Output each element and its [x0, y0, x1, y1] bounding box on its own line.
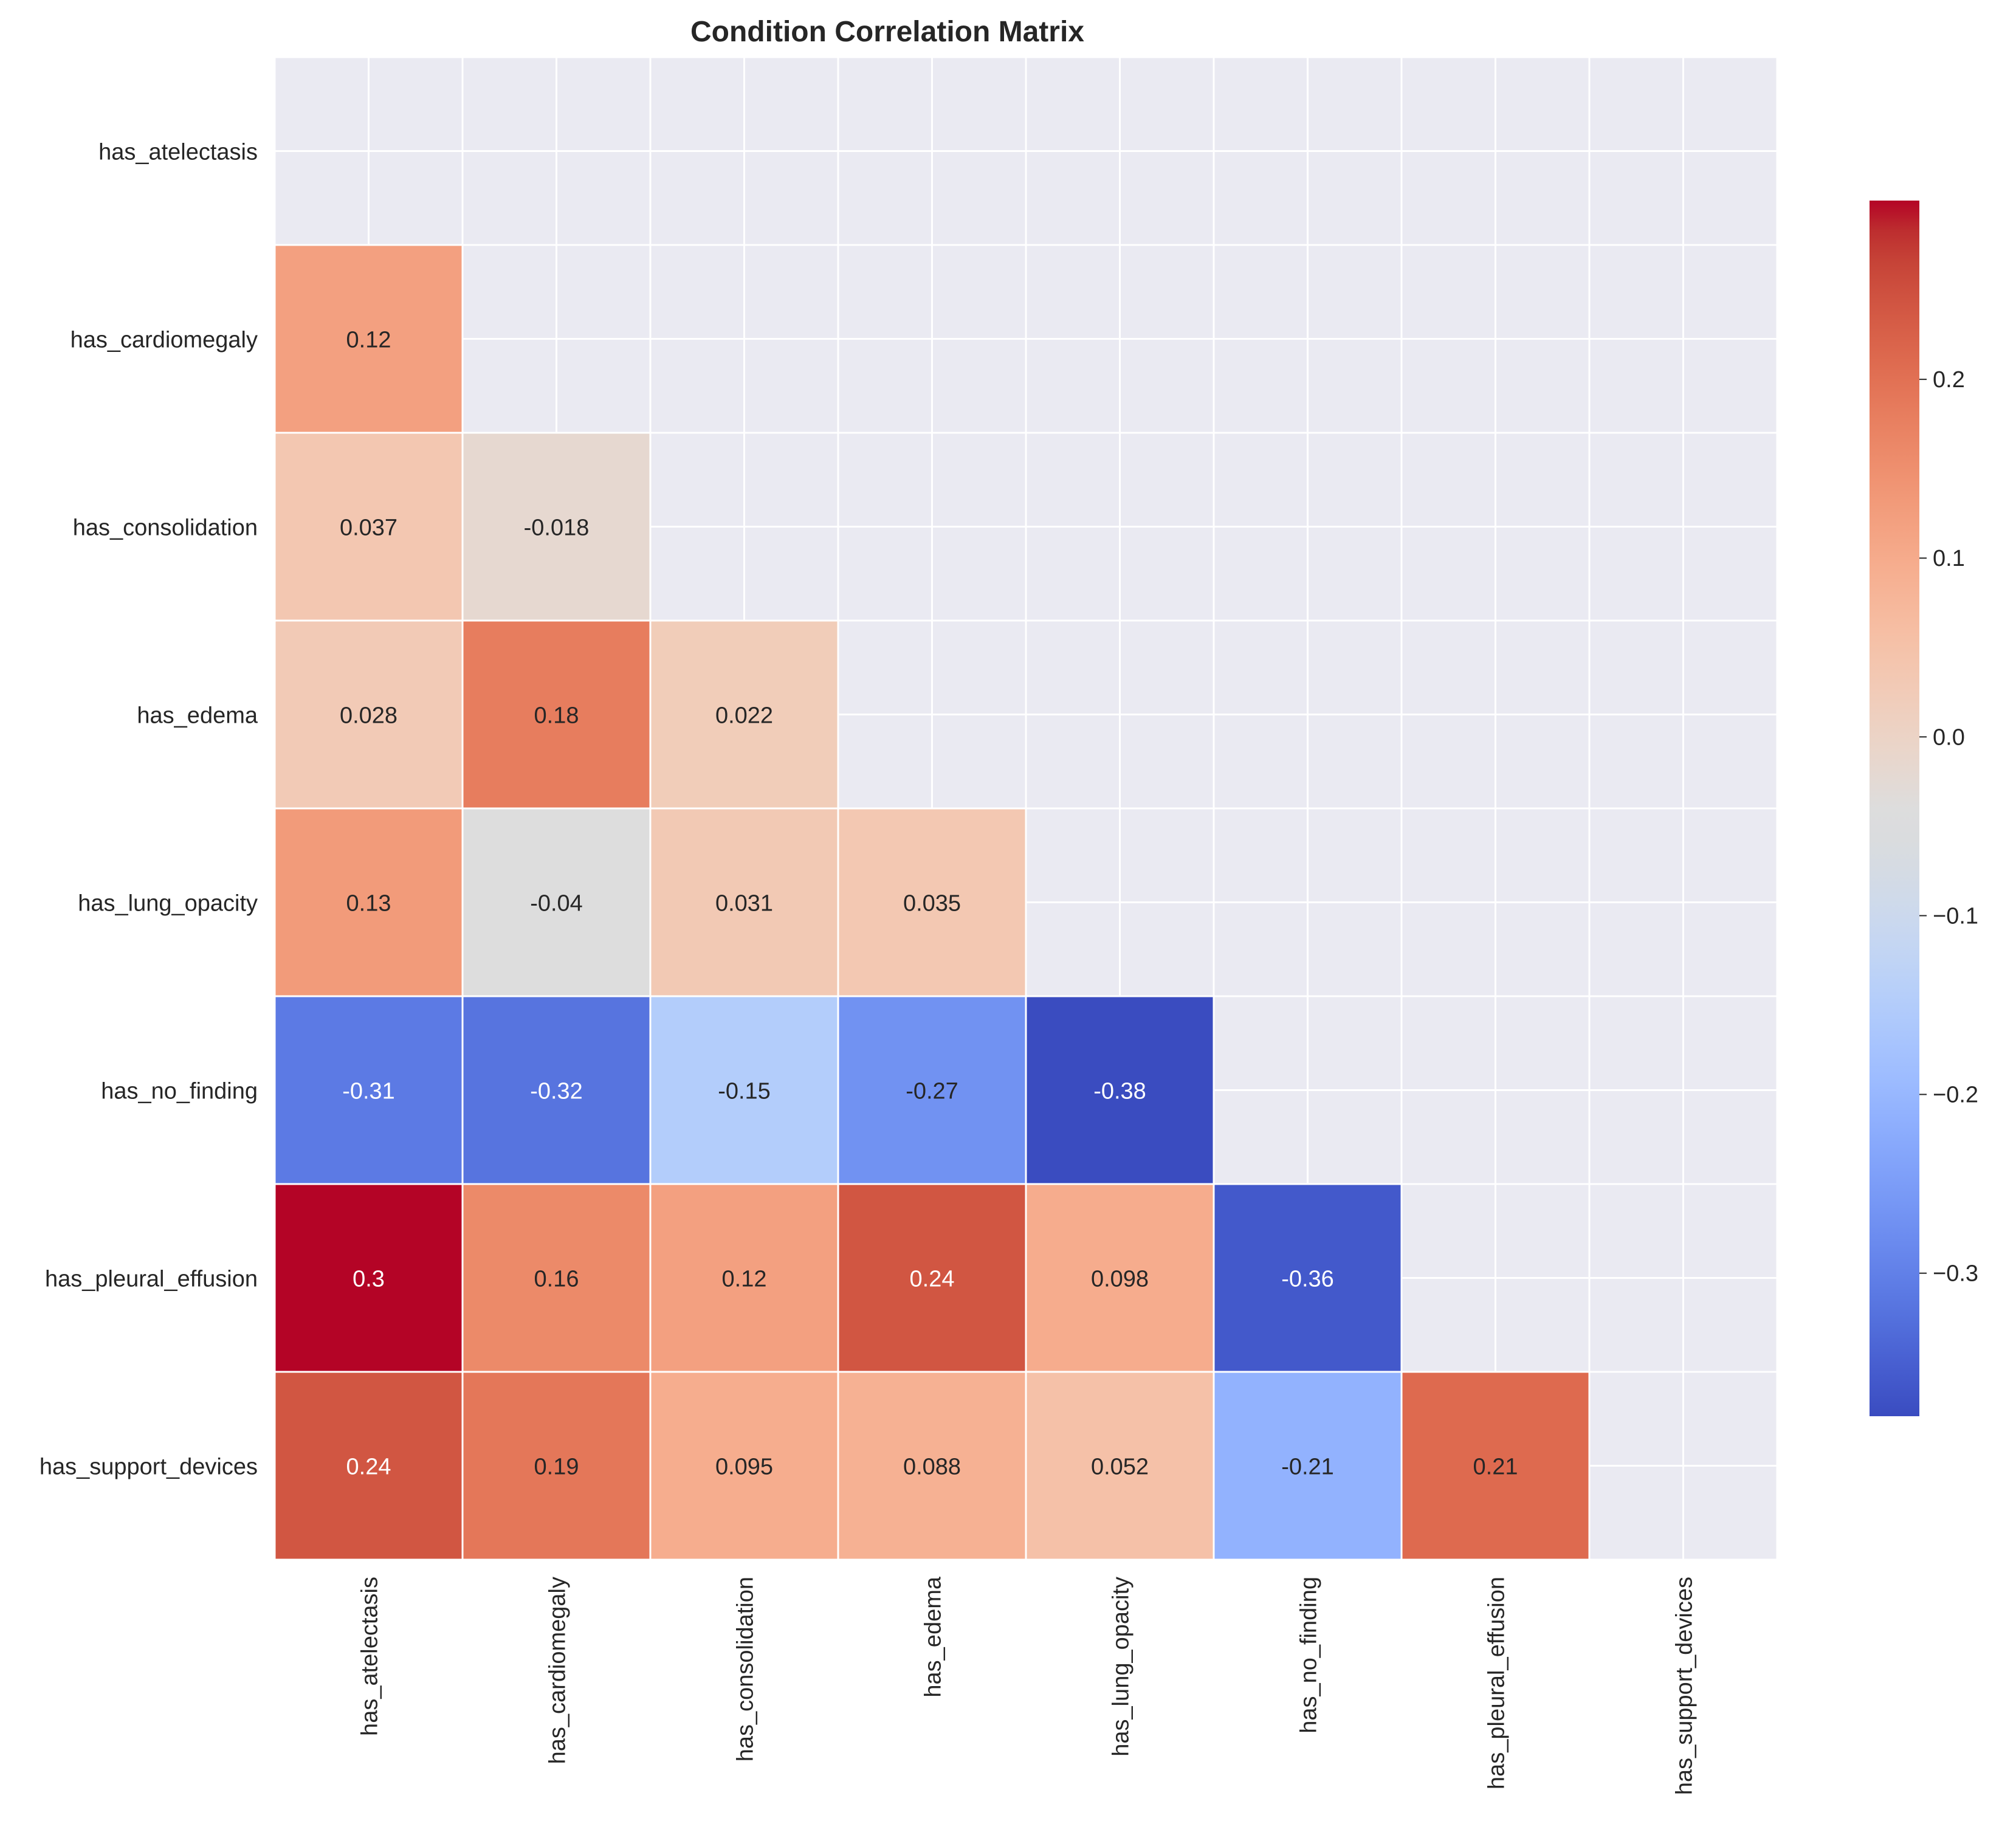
cell-value-label: -0.32 [530, 1079, 583, 1104]
heatmap-cell-5-3 [837, 995, 1027, 1185]
x-tick-label: has_no_finding [1296, 1577, 1322, 1733]
colorbar [1870, 201, 1919, 1416]
x-tick-label: has_consolidation [733, 1577, 759, 1761]
cell-value-label: -0.38 [1093, 1079, 1146, 1104]
cell-value-label: 0.21 [1473, 1455, 1518, 1480]
heatmap-cell-7-5 [1213, 1371, 1403, 1561]
heatmap-cell-7-1 [461, 1371, 652, 1561]
heatmap-cell-6-3 [837, 1183, 1027, 1373]
heatmap-cell-3-1 [461, 619, 652, 810]
heatmap-cell-2-1 [461, 432, 652, 622]
cell-value-label: 0.088 [903, 1455, 961, 1480]
heatmap-cell-7-4 [1025, 1371, 1215, 1561]
heatmap-cell-5-4 [1025, 995, 1215, 1185]
cell-value-label: 0.035 [903, 891, 961, 917]
cell-value-label: 0.18 [534, 703, 579, 729]
x-tick-label: has_cardiomegaly [545, 1577, 571, 1764]
cell-value-label: 0.095 [715, 1455, 773, 1480]
y-tick-label: has_no_finding [101, 1079, 258, 1104]
heatmap-cell-6-5 [1213, 1183, 1403, 1373]
cell-value-label: 0.13 [346, 891, 391, 917]
cell-value-label: 0.24 [910, 1267, 955, 1292]
heatmap-cell-7-2 [649, 1371, 839, 1561]
y-tick-label: has_cardiomegaly [71, 328, 258, 353]
cell-value-label: 0.098 [1091, 1267, 1149, 1292]
heatmap-cell-1-0 [274, 244, 464, 434]
cell-value-label: -0.21 [1281, 1455, 1334, 1480]
heatmap-cell-5-2 [649, 995, 839, 1185]
heatmap-cell-7-3 [837, 1371, 1027, 1561]
cell-value-label: 0.19 [534, 1455, 579, 1480]
cell-value-label: 0.12 [722, 1267, 767, 1292]
cell-value-label: 0.022 [715, 703, 773, 729]
heatmap-cell-2-0 [274, 432, 464, 622]
heatmap-cell-6-4 [1025, 1183, 1215, 1373]
cell-value-label: -0.15 [718, 1079, 771, 1104]
cell-value-label: 0.028 [340, 703, 397, 729]
x-tick-label: has_edema [921, 1576, 946, 1697]
y-tick-label: has_lung_opacity [78, 891, 258, 917]
cell-value-label: -0.018 [524, 515, 590, 541]
cell-value-label: -0.27 [906, 1079, 958, 1104]
y-tick-label: has_support_devices [40, 1455, 258, 1480]
cell-value-label: 0.12 [346, 328, 391, 353]
heatmap-cell-3-0 [274, 619, 464, 810]
chart-title: Condition Correlation Matrix [690, 16, 1084, 48]
colorbar-tick-label: −0.1 [1933, 903, 1978, 929]
cell-value-label: 0.16 [534, 1267, 579, 1292]
y-tick-label: has_edema [137, 703, 258, 729]
cell-value-label: 0.24 [346, 1455, 391, 1480]
cell-value-label: 0.037 [340, 515, 397, 541]
heatmap-cell-7-6 [1400, 1371, 1591, 1561]
x-tick-label: has_support_devices [1672, 1577, 1698, 1795]
heatmap-cell-7-0 [274, 1371, 464, 1561]
colorbar-tick-label: −0.2 [1933, 1083, 1978, 1108]
heatmap-cell-6-0 [274, 1183, 464, 1373]
y-tick-label: has_pleural_effusion [45, 1267, 258, 1292]
y-tick-label: has_atelectasis [98, 140, 258, 165]
cell-value-label: 0.3 [353, 1267, 385, 1292]
cell-value-label: 0.031 [715, 891, 773, 917]
x-tick-label: has_atelectasis [357, 1577, 383, 1736]
heatmap-cell-5-1 [461, 995, 652, 1185]
cell-value-label: -0.31 [342, 1079, 395, 1104]
heatmap-cell-4-2 [649, 807, 839, 997]
x-tick-label: has_lung_opacity [1109, 1577, 1134, 1757]
heatmap-cell-6-2 [649, 1183, 839, 1373]
colorbar-tick-label: 0.0 [1933, 725, 1965, 750]
heatmap-cell-3-2 [649, 619, 839, 810]
y-tick-label: has_consolidation [73, 515, 258, 541]
heatmap-cell-4-3 [837, 807, 1027, 997]
cell-value-label: 0.052 [1091, 1455, 1149, 1480]
x-tick-label: has_pleural_effusion [1484, 1577, 1510, 1789]
colorbar-tick-label: 0.2 [1933, 367, 1965, 393]
colorbar-tick-label: −0.3 [1933, 1261, 1978, 1287]
heatmap-cell-6-1 [461, 1183, 652, 1373]
cell-value-label: -0.36 [1281, 1267, 1334, 1292]
colorbar-tick-label: 0.1 [1933, 546, 1965, 571]
cell-value-label: -0.04 [530, 891, 583, 917]
